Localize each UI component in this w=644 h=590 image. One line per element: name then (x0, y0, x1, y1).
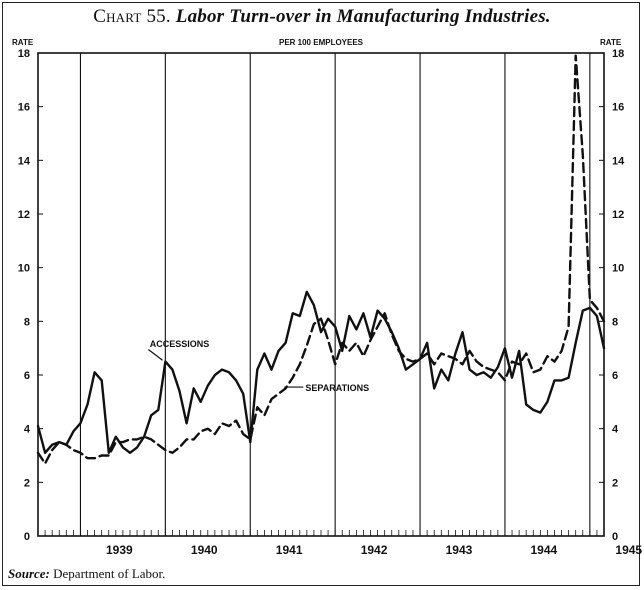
y-tick-label-left: 12 (18, 209, 30, 221)
y-tick-label-right: 8 (612, 316, 618, 328)
y-tick-label-right: 4 (612, 424, 619, 436)
y-tick-label-right: 14 (612, 155, 625, 167)
year-label: 1943 (446, 543, 473, 557)
year-label: 1942 (361, 543, 388, 557)
y-tick-label-right: 6 (612, 370, 618, 382)
year-label: 1944 (531, 543, 558, 557)
year-label: 1945 (615, 543, 642, 557)
y-axis-label-left: RATE (12, 38, 34, 47)
chart-number: Chart 55. (93, 6, 171, 27)
year-label: 1939 (106, 543, 133, 557)
accessions-leader (148, 349, 163, 361)
y-tick-label-right: 2 (612, 477, 618, 489)
top-unit-label: PER 100 EMPLOYEES (279, 38, 364, 47)
y-tick-label-right: 0 (612, 531, 618, 543)
y-tick-label-left: 16 (18, 102, 30, 114)
y-tick-label-right: 10 (612, 263, 624, 275)
plot-border (37, 52, 605, 537)
source-label: Source: (8, 566, 50, 581)
year-label: 1940 (191, 543, 218, 557)
y-tick-label-left: 2 (24, 477, 30, 489)
year-label: 1941 (276, 543, 303, 557)
separations-label: SEPARATIONS (305, 383, 369, 393)
chart-name: Labor Turn-over in Manufacturing Industr… (175, 6, 551, 27)
y-tick-label-left: 6 (24, 370, 30, 382)
series-line-separations (36, 54, 606, 465)
source-text: Department of Labor. (53, 566, 166, 581)
y-tick-label-left: 4 (24, 424, 31, 436)
series-line-accessions (36, 290, 606, 454)
y-tick-label-left: 10 (18, 263, 30, 275)
y-tick-label-left: 0 (24, 531, 30, 543)
accessions-label: ACCESSIONS (150, 339, 210, 349)
y-tick-label-left: 8 (24, 316, 30, 328)
y-axis-label-right: RATE (600, 38, 622, 47)
y-tick-label-right: 16 (612, 102, 624, 114)
y-tick-label-right: 18 (612, 48, 624, 60)
y-tick-label-right: 12 (612, 209, 624, 221)
y-tick-label-left: 14 (18, 155, 31, 167)
y-tick-label-left: 18 (18, 48, 30, 60)
source-note: Source: Department of Labor. (8, 566, 165, 582)
chart-title: Chart 55. Labor Turn-over in Manufacturi… (0, 6, 644, 28)
